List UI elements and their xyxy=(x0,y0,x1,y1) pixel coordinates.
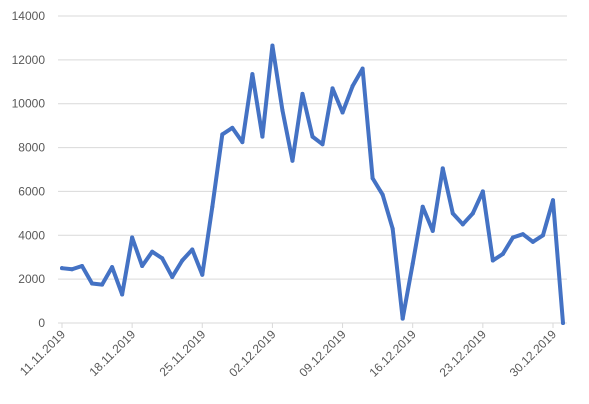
data-point xyxy=(180,258,185,263)
data-point xyxy=(220,132,225,137)
x-tick-label: 30.12.2019 xyxy=(507,327,560,380)
data-point xyxy=(200,272,205,277)
x-tick-label: 11.11.2019 xyxy=(17,327,68,378)
data-point xyxy=(350,84,355,89)
data-point xyxy=(440,166,445,171)
data-point xyxy=(70,267,75,272)
x-tick-label: 02.12.2019 xyxy=(226,327,279,380)
data-point xyxy=(120,292,125,297)
data-point xyxy=(260,134,265,139)
y-axis-tick-labels: 0 2000 4000 6000 8000 10000 12000 14000 xyxy=(12,9,46,330)
data-point xyxy=(140,263,145,268)
data-point xyxy=(390,226,395,231)
data-point xyxy=(460,222,465,227)
data-point xyxy=(270,43,275,48)
data-point xyxy=(410,261,415,266)
data-point xyxy=(370,176,375,181)
y-tick-label: 10000 xyxy=(12,97,46,111)
data-point xyxy=(300,91,305,96)
data-point xyxy=(340,110,345,115)
data-point xyxy=(510,235,515,240)
data-point xyxy=(430,228,435,233)
x-tick-label: 25.11.2019 xyxy=(157,327,209,379)
data-point xyxy=(150,249,155,254)
data-point xyxy=(400,316,405,321)
data-point xyxy=(210,204,215,209)
data-point xyxy=(290,158,295,163)
data-point xyxy=(540,233,545,238)
data-point xyxy=(310,134,315,139)
data-point xyxy=(190,247,195,252)
x-tick-label: 23.12.2019 xyxy=(437,327,490,380)
y-tick-label: 12000 xyxy=(12,53,46,67)
data-point xyxy=(230,125,235,130)
data-point xyxy=(450,211,455,216)
y-tick-label: 14000 xyxy=(12,9,46,23)
data-point xyxy=(480,189,485,194)
y-tick-label: 4000 xyxy=(18,228,45,242)
x-tick-label: 18.11.2019 xyxy=(87,327,139,379)
data-point xyxy=(170,274,175,279)
data-point xyxy=(561,321,565,325)
x-tick-label: 09.12.2019 xyxy=(296,327,349,380)
y-tick-label: 2000 xyxy=(18,272,45,286)
y-tick-label: 6000 xyxy=(18,184,45,198)
data-point xyxy=(320,142,325,147)
gridlines xyxy=(58,15,567,280)
data-point xyxy=(280,108,285,113)
data-point xyxy=(250,72,255,77)
y-tick-label: 0 xyxy=(38,316,45,330)
data-point xyxy=(360,66,365,71)
data-point xyxy=(90,281,95,286)
series-line xyxy=(60,43,565,325)
data-point xyxy=(330,86,335,91)
x-axis: 11.11.2019 18.11.2019 25.11.2019 02.12.2019… xyxy=(17,322,567,380)
data-point xyxy=(420,204,425,209)
data-point xyxy=(470,211,475,216)
data-point xyxy=(100,282,105,287)
data-point xyxy=(240,140,245,145)
data-point xyxy=(380,192,385,197)
data-point xyxy=(520,232,525,237)
series-layer xyxy=(60,43,565,325)
data-point xyxy=(490,258,495,263)
data-point xyxy=(60,266,64,271)
x-tick-label: 16.12.2019 xyxy=(366,327,419,380)
y-tick-label: 8000 xyxy=(18,141,45,155)
data-point xyxy=(130,235,135,240)
data-point xyxy=(500,251,505,256)
data-point xyxy=(110,265,115,270)
data-point xyxy=(80,263,85,268)
data-point xyxy=(160,256,165,261)
data-point xyxy=(550,198,555,203)
data-point xyxy=(530,239,535,244)
